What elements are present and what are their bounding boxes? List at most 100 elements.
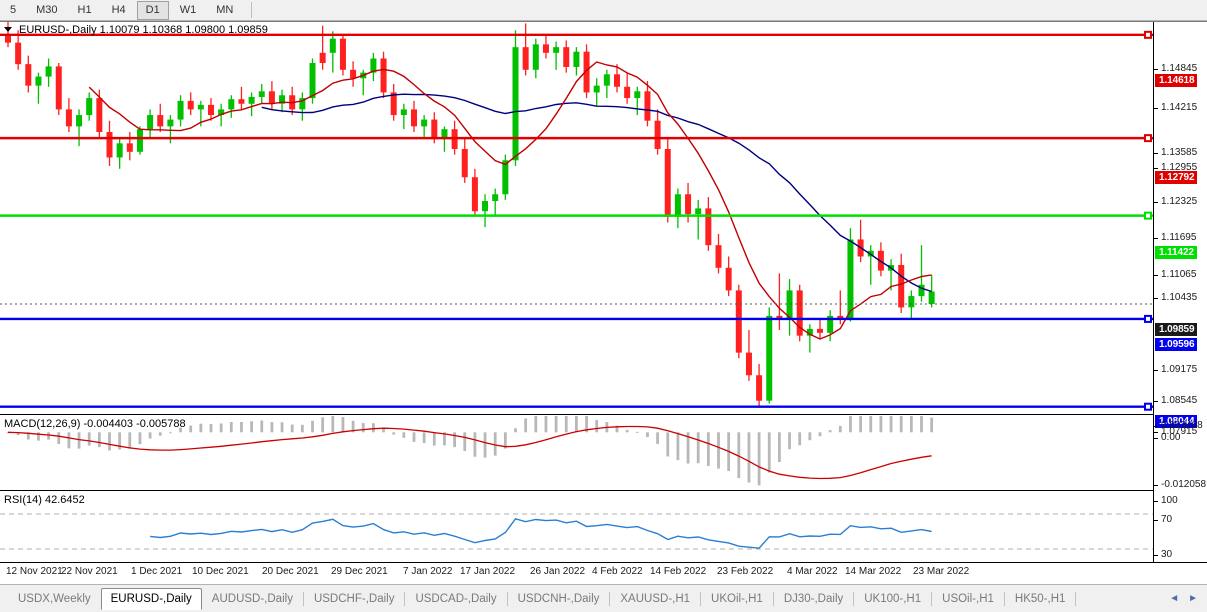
macd-histogram-bar: [300, 424, 304, 433]
candle-body: [15, 42, 22, 65]
candle-body: [644, 91, 651, 121]
macd-histogram-bar: [209, 423, 213, 433]
symbol-tab-usoil-h1[interactable]: USOil-,H1: [942, 592, 994, 605]
candle-body: [126, 143, 133, 152]
macd-histogram-bar: [361, 423, 365, 433]
macd-pane[interactable]: [0, 416, 1153, 490]
candle-body: [55, 66, 62, 110]
tab-divider: [700, 591, 702, 606]
collapse-triangle-icon[interactable]: [4, 27, 12, 32]
macd-histogram-bar: [818, 432, 822, 437]
candle-body: [76, 115, 83, 127]
macd-histogram-bar: [402, 432, 406, 438]
pane-gap-rsi: [0, 491, 1207, 492]
price-level-badge-blue-2[interactable]: 1.08044: [1155, 415, 1198, 428]
price-level-badge-support[interactable]: 1.11422: [1155, 246, 1197, 259]
candle-body: [45, 66, 52, 77]
timeframe-button-m30[interactable]: M30: [36, 3, 58, 16]
candle-body: [86, 98, 93, 116]
macd-histogram-bar: [148, 432, 152, 439]
macd-histogram-bar: [615, 425, 619, 433]
macd-histogram-bar: [463, 432, 467, 451]
candle-body: [116, 143, 123, 158]
macd-histogram-bar: [229, 422, 233, 433]
candle-body: [147, 115, 154, 130]
symbol-tab-audusd-daily[interactable]: AUDUSD-,Daily: [211, 592, 293, 605]
time-tick: 10 Dec 2021: [192, 566, 249, 577]
symbol-tab-hk50-h1[interactable]: HK50-,H1: [1014, 592, 1066, 605]
time-tick: 29 Dec 2021: [331, 566, 388, 577]
macd-histogram-bar: [453, 432, 456, 448]
candle-body: [664, 148, 671, 217]
symbol-tab-uk100-h1[interactable]: UK100-,H1: [864, 592, 922, 605]
time-tick: 14 Feb 2022: [650, 566, 707, 577]
level-line-handle-0[interactable]: [1144, 30, 1152, 39]
symbol-tab-dj30-daily[interactable]: DJ30-,Daily: [783, 592, 844, 605]
candle-body: [400, 109, 407, 116]
symbol-tab-ukoil-h1[interactable]: UKOil-,H1: [711, 592, 763, 605]
time-tick: 20 Dec 2021: [262, 566, 319, 577]
symbol-tab-xauusd-h1[interactable]: XAUUSD-,H1: [620, 592, 691, 605]
macd-histogram-bar: [240, 421, 243, 433]
level-line-handle-2[interactable]: [1144, 211, 1152, 220]
price-chart-pane[interactable]: [0, 22, 1153, 414]
horizontal-level-lines[interactable]: [0, 30, 1153, 411]
rsi-line: [150, 517, 932, 549]
tab-divider: [853, 591, 855, 606]
timeframe-button-m5[interactable]: 5: [10, 3, 17, 16]
rsi-tick: 70: [1154, 514, 1172, 525]
macd-histogram-bar: [108, 432, 111, 451]
macd-histogram-bar: [57, 432, 61, 445]
macd-indicator-label: MACD(12,26,9) -0.004403 -0.005788: [4, 418, 186, 430]
time-tick: 1 Dec 2021: [131, 566, 183, 577]
price-level-badge-resistance-2[interactable]: 1.12792: [1155, 171, 1198, 184]
macd-histogram-bar: [311, 420, 314, 433]
timeframe-button-h4[interactable]: H4: [111, 3, 126, 16]
macd-histogram-bar: [290, 424, 294, 433]
candle-body: [238, 99, 245, 104]
timeframe-button-h1[interactable]: H1: [77, 3, 92, 16]
candle-body: [786, 290, 793, 319]
timeframe-toolbar: 5 M30 H1 H4 D1 W1 MN: [0, 0, 1207, 21]
scroll-right-icon[interactable]: ►: [1188, 593, 1198, 604]
candle-body: [279, 95, 286, 104]
tab-divider: [506, 591, 508, 606]
current-price-badge: 1.09859: [1155, 323, 1198, 336]
symbol-tab-eurusd-daily[interactable]: EURUSD-,Daily: [100, 587, 202, 610]
symbol-tab-usdcnh-daily[interactable]: USDCNH-,Daily: [517, 592, 600, 605]
symbol-tab-usdx-weekly[interactable]: USDX,Weekly: [18, 592, 91, 605]
price-level-badge-blue-1[interactable]: 1.09596: [1155, 338, 1198, 351]
price-tick: 1.07915: [1154, 426, 1197, 437]
timeframe-button-w1[interactable]: W1: [179, 3, 197, 16]
candle-body: [553, 47, 560, 53]
candle-body: [431, 119, 438, 138]
candle-body: [614, 74, 620, 87]
timeframe-button-mn[interactable]: MN: [216, 3, 234, 16]
candle-body: [522, 47, 529, 70]
symbol-tab-usdchf-daily[interactable]: USDCHF-,Daily: [313, 592, 395, 605]
symbol-tab-usdcad-daily[interactable]: USDCAD-,Daily: [415, 592, 497, 605]
rsi-pane[interactable]: [0, 492, 1153, 562]
level-line-handle-4[interactable]: [1144, 402, 1152, 411]
candle-body: [908, 296, 915, 308]
macd-histogram-bar: [798, 432, 802, 446]
symbol-tab-bar: USDX,Weekly EURUSD-,Daily AUDUSD-,Daily …: [0, 584, 1207, 612]
tab-scroll-controls: ◄ ►: [1169, 593, 1207, 604]
scroll-left-icon[interactable]: ◄: [1169, 593, 1180, 604]
timeframe-button-d1[interactable]: D1: [136, 0, 169, 20]
time-tick: 4 Mar 2022: [787, 566, 838, 577]
tab-divider: [772, 591, 774, 606]
rsi-tick: 30: [1154, 549, 1172, 560]
tab-divider: [931, 591, 933, 606]
level-line-handle-1[interactable]: [1144, 134, 1152, 143]
price-level-badge-resistance-1[interactable]: 1.14618: [1155, 74, 1198, 87]
chart-window[interactable]: EURUSD-,Daily 1.10079 1.10368 1.09800 1.…: [0, 21, 1207, 584]
level-line-handle-3[interactable]: [1144, 314, 1152, 323]
candle-body: [258, 91, 265, 97]
time-scale-axis[interactable]: 12 Nov 2021 22 Nov 2021 1 Dec 2021 10 De…: [0, 562, 1207, 584]
rsi-tick: 100: [1154, 495, 1178, 506]
macd-histogram-bar: [585, 416, 588, 433]
time-tick: 14 Mar 2022: [845, 566, 902, 577]
macd-histogram-bar: [808, 432, 812, 441]
price-scale-axis[interactable]: 1.14845 1.14215 1.13585 1.12955 1.12325 …: [1153, 22, 1207, 562]
